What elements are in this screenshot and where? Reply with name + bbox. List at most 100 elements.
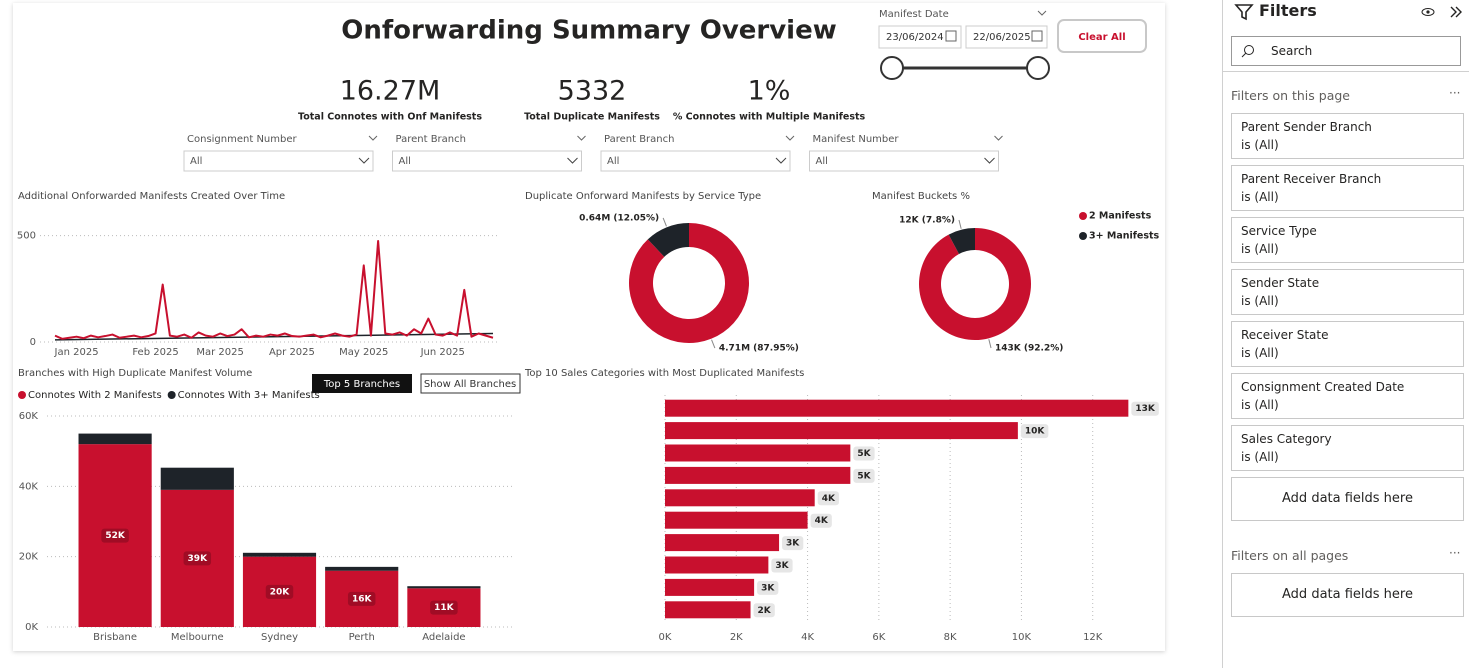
data-label: 3K bbox=[775, 561, 789, 571]
data-label: 3K bbox=[786, 539, 800, 549]
donut-slice bbox=[647, 223, 689, 257]
top5-button[interactable] bbox=[312, 374, 412, 393]
filter-card[interactable]: Sender State is (All) bbox=[1231, 269, 1464, 315]
bar bbox=[665, 489, 815, 507]
x-tick-label: Jan 2025 bbox=[54, 347, 99, 358]
x-tick-label: 4K bbox=[801, 632, 814, 643]
add-fields[interactable]: Add data fields here bbox=[1231, 573, 1464, 617]
slicer-box[interactable] bbox=[600, 150, 791, 172]
bar-segment bbox=[78, 433, 152, 445]
filter-state: is (All) bbox=[1241, 190, 1279, 204]
data-label-bg bbox=[1020, 424, 1049, 439]
pane-title: Filters bbox=[1259, 1, 1317, 20]
slicer-value: All bbox=[190, 156, 202, 167]
data-label: 4K bbox=[822, 494, 836, 504]
y-tick-label: 20K bbox=[19, 552, 39, 563]
bar-segment bbox=[160, 467, 234, 490]
clear-button[interactable] bbox=[1057, 19, 1147, 53]
more-icon[interactable]: ··· bbox=[1449, 546, 1461, 560]
filter-name: Parent Sender Branch bbox=[1241, 120, 1372, 134]
x-tick-label: 8K bbox=[944, 632, 957, 643]
more-icon[interactable]: ··· bbox=[1449, 86, 1461, 100]
filter-name: Consignment Created Date bbox=[1241, 380, 1405, 394]
bar bbox=[665, 511, 808, 529]
kpi-label: % Connotes with Multiple Manifests bbox=[673, 112, 866, 123]
collapse-icon[interactable] bbox=[1449, 5, 1463, 19]
data-label: 0.64M (12.05%) bbox=[579, 213, 659, 223]
data-label-bg bbox=[430, 600, 458, 615]
date-slicer-label: Manifest Date bbox=[879, 9, 949, 20]
data-label-bg bbox=[771, 558, 793, 573]
search-placeholder: Search bbox=[1271, 44, 1313, 58]
filter-state: is (All) bbox=[1241, 346, 1279, 360]
funnel-icon bbox=[1234, 4, 1254, 21]
filter-card[interactable]: Consignment Created Date is (All) bbox=[1231, 373, 1464, 419]
legend-label: 2 Manifests bbox=[1089, 211, 1152, 222]
data-label: 20K bbox=[270, 587, 291, 597]
data-label: 39K bbox=[188, 554, 209, 564]
slicer-label: Parent Branch bbox=[396, 134, 466, 145]
x-tick-label: 6K bbox=[872, 632, 885, 643]
date-end-box[interactable] bbox=[965, 25, 1048, 49]
y-tick-label: 0 bbox=[30, 337, 36, 348]
donut-slice bbox=[948, 228, 975, 255]
slicer-box[interactable] bbox=[392, 150, 582, 172]
show-all-button[interactable] bbox=[420, 373, 521, 394]
data-label-bg bbox=[183, 551, 212, 566]
filter-card[interactable]: Parent Receiver Branch is (All) bbox=[1231, 165, 1464, 211]
leader-line bbox=[958, 219, 962, 229]
x-tick-label: 0K bbox=[659, 632, 672, 643]
leader-line bbox=[711, 339, 716, 349]
slider-handle[interactable] bbox=[880, 56, 904, 80]
leader-line bbox=[988, 339, 992, 349]
x-tick-label: May 2025 bbox=[339, 347, 388, 358]
filter-card[interactable]: Parent Sender Branch is (All) bbox=[1231, 113, 1464, 159]
slicer-box[interactable] bbox=[809, 150, 999, 172]
filter-card[interactable]: Service Type is (All) bbox=[1231, 217, 1464, 263]
section-label: Filters on this page bbox=[1231, 88, 1350, 103]
y-tick-label: 500 bbox=[17, 231, 36, 242]
data-label-bg bbox=[347, 591, 376, 606]
data-label-bg bbox=[757, 580, 779, 595]
date-start-box[interactable] bbox=[878, 25, 962, 49]
data-label-bg bbox=[753, 603, 775, 618]
slicer-box[interactable] bbox=[183, 150, 374, 172]
filter-state: is (All) bbox=[1241, 398, 1279, 412]
data-label: 5K bbox=[857, 471, 871, 481]
kpi-value: 5332 bbox=[558, 76, 627, 107]
data-label-bg bbox=[853, 468, 875, 483]
bar bbox=[665, 534, 780, 552]
chevron bbox=[577, 135, 586, 141]
calendar-icon bbox=[1031, 30, 1043, 42]
y-tick-label: 40K bbox=[19, 481, 39, 492]
data-label: 10K bbox=[1025, 427, 1046, 437]
eye-icon[interactable] bbox=[1421, 7, 1435, 17]
filter-name: Service Type bbox=[1241, 224, 1317, 238]
y-tick-label: 0K bbox=[25, 622, 38, 633]
filter-name: Parent Receiver Branch bbox=[1241, 172, 1382, 186]
filter-card[interactable]: Sales Category is (All) bbox=[1231, 425, 1464, 471]
search-box[interactable]: Search bbox=[1231, 36, 1461, 66]
legend-swatch bbox=[18, 391, 26, 399]
data-label: 3K bbox=[761, 583, 775, 593]
x-tick-label: 12K bbox=[1083, 632, 1103, 643]
bar bbox=[665, 466, 851, 484]
slicer-value: All bbox=[399, 156, 411, 167]
data-label-bg bbox=[101, 528, 129, 543]
slicer-label: Consignment Number bbox=[187, 134, 298, 145]
bar-segment bbox=[407, 586, 481, 589]
x-tick-label: Adelaide bbox=[422, 632, 465, 643]
filter-state: is (All) bbox=[1241, 450, 1279, 464]
filters-pane: Filters Search Filters on this page ··· … bbox=[1222, 0, 1469, 668]
bar bbox=[665, 601, 751, 619]
chart-title: Top 10 Sales Categories with Most Duplic… bbox=[524, 368, 804, 379]
data-label-bg bbox=[782, 536, 804, 551]
legend-swatch bbox=[1079, 232, 1087, 240]
data-label-bg bbox=[817, 491, 839, 506]
filter-card[interactable]: Receiver State is (All) bbox=[1231, 321, 1464, 367]
section-label: Filters on all pages bbox=[1231, 548, 1349, 563]
add-fields[interactable]: Add data fields here bbox=[1231, 477, 1464, 521]
slider-handle[interactable] bbox=[1026, 56, 1050, 80]
bar bbox=[665, 422, 1018, 440]
kpi-value: 1% bbox=[748, 76, 791, 107]
